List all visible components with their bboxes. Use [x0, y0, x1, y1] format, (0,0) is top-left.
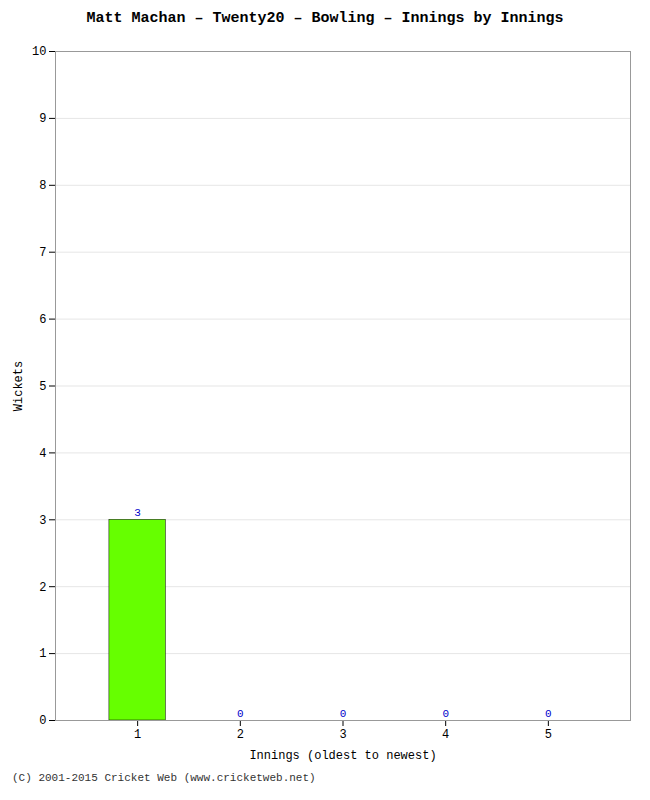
svg-text:3: 3 — [39, 514, 46, 528]
svg-text:0: 0 — [237, 708, 244, 720]
svg-text:9: 9 — [39, 112, 46, 126]
svg-text:0: 0 — [340, 708, 347, 720]
svg-text:4: 4 — [442, 728, 449, 742]
svg-text:5: 5 — [39, 380, 46, 394]
svg-text:4: 4 — [39, 447, 46, 461]
svg-text:0: 0 — [545, 708, 552, 720]
svg-text:Wickets: Wickets — [12, 361, 26, 411]
svg-text:2: 2 — [39, 581, 46, 595]
html-text:Matt Machan – Twenty20 – Bowli: Matt Machan – Twenty20 – Bowling – Innin… — [86, 10, 564, 27]
svg-text:7: 7 — [39, 246, 46, 260]
svg-text:1: 1 — [134, 728, 141, 742]
svg-text:10: 10 — [32, 45, 46, 59]
svg-text:8: 8 — [39, 179, 46, 193]
svg-text:Innings (oldest to newest): Innings (oldest to newest) — [249, 749, 436, 763]
svg-text:3: 3 — [134, 507, 141, 519]
svg-text:0: 0 — [442, 708, 449, 720]
svg-text:0: 0 — [39, 714, 46, 728]
svg-text:3: 3 — [339, 728, 346, 742]
svg-text:1: 1 — [39, 647, 46, 661]
html-text:(C) 2001-2015 Cricket Web (www: (C) 2001-2015 Cricket Web (www.cricketwe… — [12, 772, 316, 784]
svg-text:5: 5 — [545, 728, 552, 742]
svg-text:6: 6 — [39, 313, 46, 327]
svg-text:2: 2 — [237, 728, 244, 742]
